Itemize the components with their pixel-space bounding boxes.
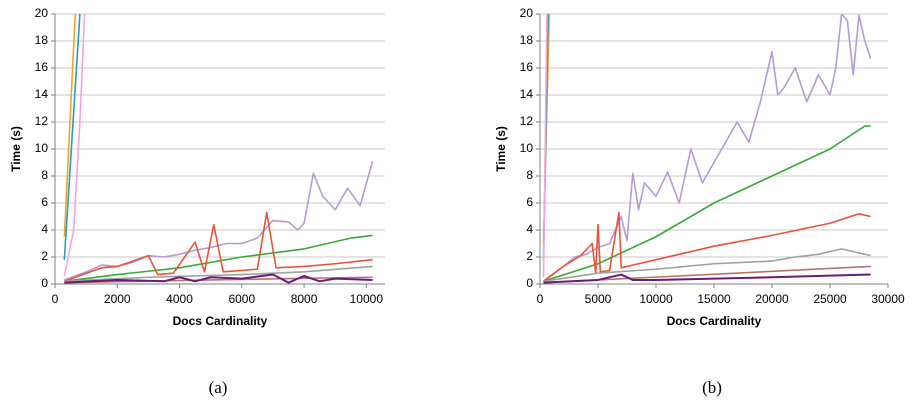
y-tick-label: 12 (35, 114, 49, 128)
series-line (64, 265, 373, 283)
series-line (63, 14, 86, 277)
x-tick-label: 10000 (639, 292, 673, 306)
x-tick-label: 8000 (291, 292, 318, 306)
y-tick-label: 12 (520, 114, 534, 128)
chart: 0 2 4 6 8 10 12 14 16 18 20 0 2000 4000 6000 8000 10000 D… (9, 6, 385, 397)
y-tick-label: 10 (35, 141, 49, 155)
series-line (543, 125, 871, 283)
y-tick-label: 6 (526, 195, 533, 209)
x-tick-label: 6000 (228, 292, 255, 306)
series-line (542, 211, 871, 282)
y-tick-label: 8 (41, 168, 48, 182)
y-tick-label: 10 (520, 141, 534, 155)
y-tick-label: 0 (41, 276, 48, 290)
series-line (64, 276, 373, 284)
y-axis-title: Time (s) (9, 126, 23, 172)
y-tick-label: 6 (41, 195, 48, 209)
x-tick-label: 20000 (755, 292, 789, 306)
x-tick-label: 25000 (813, 292, 847, 306)
series-line (63, 14, 81, 260)
x-tick-label: 2000 (104, 292, 131, 306)
series-line (543, 248, 871, 283)
series-line (542, 14, 548, 278)
series-line (543, 273, 871, 284)
y-tick-label: 18 (35, 33, 49, 47)
series-line (64, 273, 373, 284)
series-line (545, 14, 872, 281)
series-line (64, 234, 373, 283)
y-tick-label: 16 (520, 60, 534, 74)
y-tick-label: 20 (35, 6, 49, 20)
y-tick-label: 18 (520, 33, 534, 47)
x-tick-label: 0 (52, 292, 59, 306)
y-tick-label: 2 (526, 249, 533, 263)
y-tick-label: 16 (35, 60, 49, 74)
y-tick-label: 8 (526, 168, 533, 182)
x-axis-title: Docs Cardinality (173, 314, 268, 328)
x-tick-label: 10000 (350, 292, 384, 306)
caption: (a) (209, 378, 228, 397)
y-tick-label: 4 (526, 222, 533, 236)
y-tick-label: 20 (520, 6, 534, 20)
y-tick-label: 14 (520, 87, 534, 101)
x-tick-label: 5000 (585, 292, 612, 306)
series-line (63, 14, 77, 237)
x-tick-label: 30000 (871, 292, 905, 306)
series-line (64, 211, 373, 283)
x-tick-label: 0 (537, 292, 544, 306)
series-line (64, 160, 374, 281)
y-tick-label: 2 (41, 249, 48, 263)
y-tick-label: 4 (41, 222, 48, 236)
chart: 0 2 4 6 8 10 12 14 16 18 20 0 5000 10000 15000 20000 250… (494, 6, 905, 397)
x-tick-label: 15000 (697, 292, 731, 306)
x-axis-title: Docs Cardinality (667, 314, 762, 328)
y-axis-title: Time (s) (494, 126, 508, 172)
x-tick-label: 4000 (166, 292, 193, 306)
y-tick-label: 14 (35, 87, 49, 101)
y-tick-label: 0 (526, 276, 533, 290)
caption: (b) (702, 378, 722, 397)
